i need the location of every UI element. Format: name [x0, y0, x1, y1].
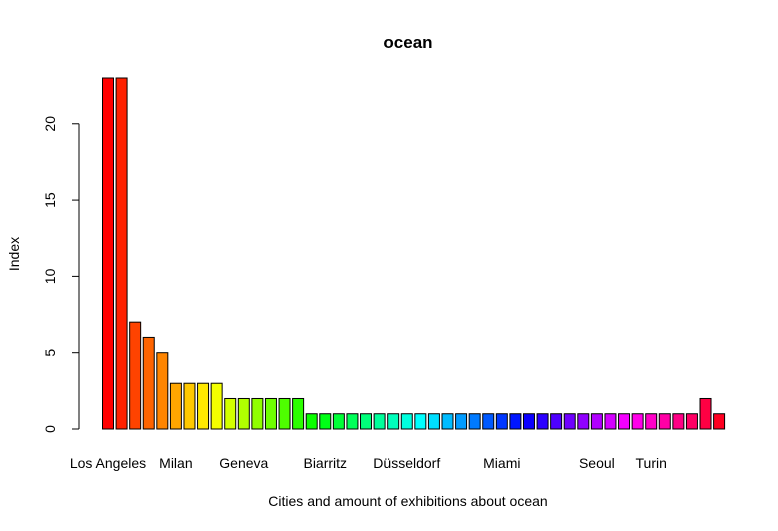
y-axis-label: Index — [6, 237, 22, 271]
bar-24 — [427, 413, 440, 430]
bar-41 — [658, 413, 671, 430]
bar-44 — [699, 397, 712, 430]
bar-20 — [373, 413, 386, 430]
bar-42 — [672, 413, 685, 430]
bar-27 — [468, 413, 481, 430]
bar-34 — [563, 413, 576, 430]
bar-10 — [237, 397, 250, 430]
chart-title: ocean — [383, 33, 432, 52]
bar-35 — [577, 413, 590, 430]
x-tick-label-0: Los Angeles — [70, 455, 146, 471]
x-tick-label-3: Biarritz — [303, 455, 347, 471]
y-tick-label-0: 0 — [42, 425, 58, 433]
x-tick-label-7: Turin — [636, 455, 667, 471]
bar-31 — [522, 413, 535, 430]
y-tick-label-15: 15 — [42, 192, 58, 208]
bar-5 — [169, 382, 182, 430]
y-axis: 0 5 10 15 20 — [42, 116, 80, 433]
bar-19 — [360, 413, 373, 430]
bar-22 — [400, 413, 413, 430]
bar-4 — [156, 352, 169, 430]
bar-14 — [292, 397, 305, 430]
bar-38 — [618, 413, 631, 430]
bar-29 — [495, 413, 508, 430]
x-tick-label-5: Miami — [483, 455, 520, 471]
bar-21 — [387, 413, 400, 430]
y-tick-label-5: 5 — [42, 349, 58, 357]
x-tick-label-4: Düsseldorf — [373, 455, 440, 471]
bar-6 — [183, 382, 196, 430]
bar-9 — [224, 397, 237, 430]
bar-30 — [509, 413, 522, 430]
bar-12 — [264, 397, 277, 430]
x-tick-labels: Los Angeles Milan Geneva Biarritz Düsseldorf… — [70, 455, 667, 471]
y-tick-label-20: 20 — [42, 116, 58, 132]
bar-18 — [346, 413, 359, 430]
bars-group — [102, 77, 726, 430]
bar-15 — [305, 413, 318, 430]
bar-43 — [685, 413, 698, 430]
bar-8 — [210, 382, 223, 430]
bar-17 — [332, 413, 345, 430]
y-tick-label-10: 10 — [42, 268, 58, 284]
bar-45 — [713, 413, 726, 430]
bar-36 — [590, 413, 603, 430]
bar-25 — [441, 413, 454, 430]
bar-39 — [631, 413, 644, 430]
bar-37 — [604, 413, 617, 430]
bar-26 — [455, 413, 468, 430]
bar-28 — [482, 413, 495, 430]
bar-13 — [278, 397, 291, 430]
bar-23 — [414, 413, 427, 430]
x-tick-label-1: Milan — [159, 455, 192, 471]
bar-16 — [319, 413, 332, 430]
bar-33 — [550, 413, 563, 430]
bar-3 — [142, 336, 155, 430]
bar-2 — [129, 321, 142, 430]
bar-32 — [536, 413, 549, 430]
x-axis-label: Cities and amount of exhibitions about o… — [268, 493, 547, 509]
x-tick-label-2: Geneva — [219, 455, 268, 471]
x-tick-label-6: Seoul — [579, 455, 615, 471]
bar-1 — [115, 77, 128, 430]
bar-7 — [197, 382, 210, 430]
bar-40 — [645, 413, 658, 430]
bar-11 — [251, 397, 264, 430]
bar-0 — [102, 77, 114, 430]
